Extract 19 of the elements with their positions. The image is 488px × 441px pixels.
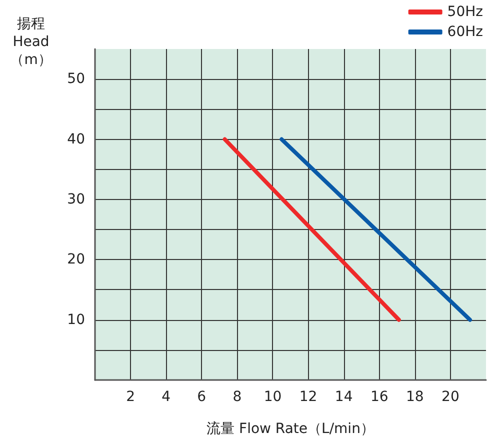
y-tick-label: 30 bbox=[67, 191, 85, 208]
x-tick-label: 6 bbox=[197, 389, 206, 405]
x-tick-label: 8 bbox=[232, 389, 242, 405]
legend-label: 50Hz bbox=[447, 4, 484, 20]
x-axis-title: 流量 Flow Rate（L/min） bbox=[206, 421, 374, 437]
y-tick-label: 10 bbox=[67, 312, 85, 328]
y-tick-label: 20 bbox=[67, 252, 85, 268]
y-tick-label: 50 bbox=[67, 71, 85, 88]
x-tick-label: 10 bbox=[264, 389, 282, 405]
x-tick-label: 4 bbox=[162, 389, 171, 405]
x-tick-label: 14 bbox=[334, 389, 353, 405]
x-tick-label: 2 bbox=[126, 389, 136, 405]
x-tick-label: 18 bbox=[406, 389, 424, 405]
x-tick-label: 16 bbox=[370, 389, 388, 405]
y-axis-title: 揚程 Head （m） bbox=[10, 16, 52, 68]
x-tick-label: 20 bbox=[442, 389, 460, 405]
x-tick-label: 12 bbox=[299, 389, 318, 405]
legend-label: 60Hz bbox=[447, 24, 484, 40]
y-tick-label: 40 bbox=[67, 131, 85, 148]
